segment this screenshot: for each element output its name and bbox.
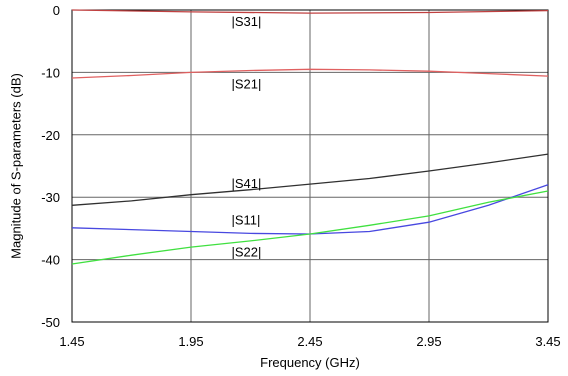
x-tick-label: 2.45 [297,334,322,349]
y-tick-label: -40 [41,253,60,268]
y-tick-label: -10 [41,65,60,80]
x-axis-title: Frequency (GHz) [260,355,360,370]
x-tick-labels: 1.45 1.95 2.45 2.95 3.45 [59,334,560,349]
series-label-s21: |S21| [231,77,261,92]
x-tick-label: 1.95 [178,334,203,349]
series-label-s41: |S41| [231,176,261,191]
series-label-s31: |S31| [231,14,261,29]
x-tick-label: 1.45 [59,334,84,349]
y-tick-label: -20 [41,128,60,143]
series-line-s21 [71,68,549,79]
x-tick-label: 2.95 [416,334,441,349]
grid [71,9,549,323]
series-label-s22: |S22| [231,244,261,259]
series-line-s41 [71,153,549,206]
x-tick-label: 3.45 [535,334,560,349]
series-label-s11: |S11| [231,213,260,228]
plot-frame [71,9,549,323]
series-line-s22 [71,190,549,265]
series-labels: |S31| |S21| |S41| |S11| |S22| [231,14,261,259]
y-axis-title: Magnitude of S-parameters (dB) [9,73,24,259]
series-line-s31 [71,9,549,14]
y-tick-label: -30 [41,190,60,205]
y-tick-label: 0 [53,3,60,18]
y-tick-labels: 0 -10 -20 -30 -40 -50 [41,3,60,330]
series-lines [71,9,549,265]
y-tick-label: -50 [41,315,60,330]
